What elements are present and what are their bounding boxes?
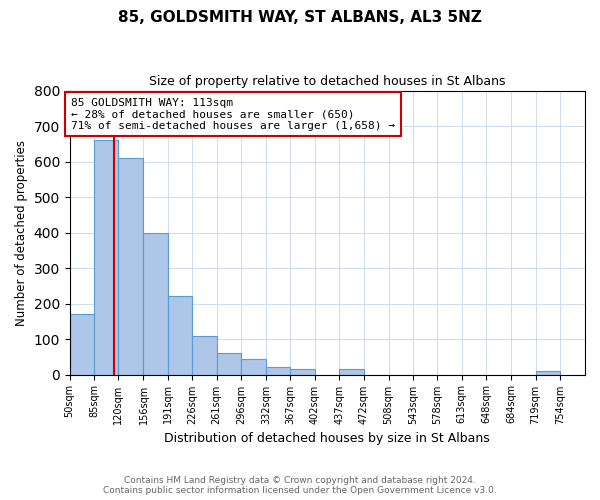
- Bar: [290, 369, 315, 374]
- Bar: [94, 140, 118, 374]
- Y-axis label: Number of detached properties: Number of detached properties: [15, 140, 28, 326]
- Bar: [192, 336, 217, 374]
- Bar: [70, 314, 94, 374]
- Text: Contains HM Land Registry data © Crown copyright and database right 2024.
Contai: Contains HM Land Registry data © Crown c…: [103, 476, 497, 495]
- Text: 85, GOLDSMITH WAY, ST ALBANS, AL3 5NZ: 85, GOLDSMITH WAY, ST ALBANS, AL3 5NZ: [118, 10, 482, 25]
- Bar: [339, 369, 364, 374]
- Bar: [536, 371, 560, 374]
- Text: 85 GOLDSMITH WAY: 113sqm
← 28% of detached houses are smaller (650)
71% of semi-: 85 GOLDSMITH WAY: 113sqm ← 28% of detach…: [71, 98, 395, 131]
- Bar: [217, 354, 241, 374]
- Bar: [241, 358, 266, 374]
- Bar: [168, 296, 192, 374]
- Bar: [143, 232, 168, 374]
- Bar: [118, 158, 143, 374]
- Bar: [266, 368, 290, 374]
- Title: Size of property relative to detached houses in St Albans: Size of property relative to detached ho…: [149, 75, 506, 88]
- X-axis label: Distribution of detached houses by size in St Albans: Distribution of detached houses by size …: [164, 432, 490, 445]
